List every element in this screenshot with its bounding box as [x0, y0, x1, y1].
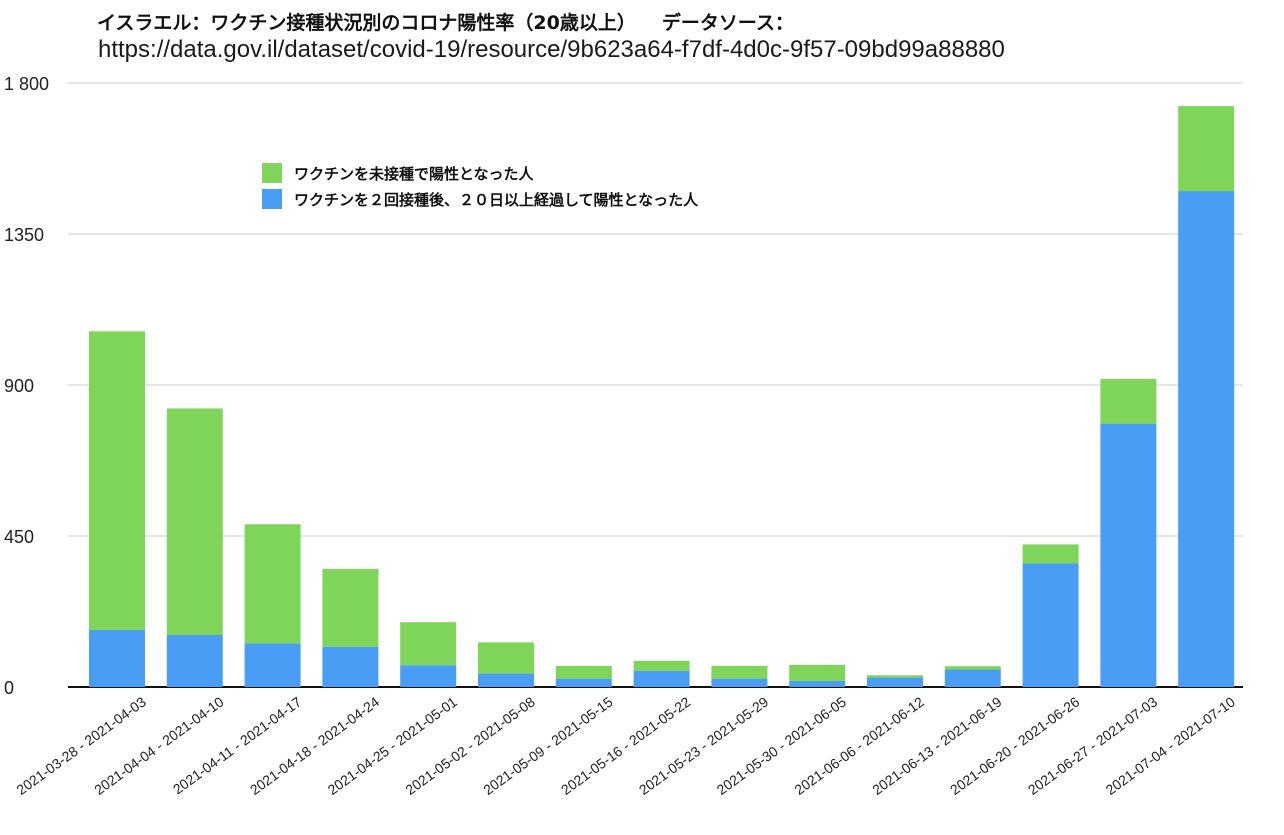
bar-vaccinated: [555, 678, 612, 687]
bar-unvaccinated: [1178, 106, 1235, 192]
bar-vaccinated: [89, 629, 145, 687]
bar-unvaccinated: [944, 666, 1001, 670]
x-tick-label: 2021-06-13 - 2021-06-19: [869, 693, 1005, 798]
source-url: https://data.gov.il/dataset/covid-19/res…: [98, 36, 1005, 63]
bar-vaccinated: [322, 646, 379, 687]
bar-vaccinated: [478, 673, 534, 687]
x-tick-label: 2021-04-11 - 2021-04-17: [170, 693, 305, 797]
legend-item-vaccinated: ワクチンを２回接種後、２０日以上経過して陽性となった人: [262, 186, 698, 212]
legend-label-vaccinated: ワクチンを２回接種後、２０日以上経過して陽性となった人: [294, 190, 699, 209]
bar-vaccinated: [867, 677, 923, 687]
legend-swatch-unvaccinated: [262, 163, 282, 183]
chart-title-text: イスラエル：ワクチン接種状況別のコロナ陽性率（20歳以上）: [97, 12, 636, 34]
x-tick-label: 2021-05-23 - 2021-05-29: [636, 693, 772, 798]
bar-unvaccinated: [400, 622, 457, 666]
y-tick-label: 1350: [4, 225, 44, 245]
legend-swatch-vaccinated: [262, 189, 282, 209]
bar-unvaccinated: [244, 524, 301, 644]
bar-vaccinated: [633, 670, 690, 687]
chart-title: イスラエル：ワクチン接種状況別のコロナ陽性率（20歳以上） データソース：: [97, 8, 794, 35]
bar-vaccinated: [1178, 191, 1235, 687]
x-tick-label: 2021-06-20 - 2021-06-26: [947, 693, 1083, 798]
x-tick-label: 2021-04-04 - 2021-04-10: [91, 693, 227, 798]
bar-vaccinated: [244, 643, 301, 687]
bar-vaccinated: [944, 669, 1001, 687]
x-tick-label: 2021-05-02 - 2021-05-08: [402, 693, 538, 798]
y-tick-label: 1 800: [4, 74, 49, 94]
x-tick-label: 2021-04-18 - 2021-04-24: [247, 693, 383, 798]
bar-vaccinated: [1100, 423, 1157, 687]
y-tick-label: 900: [4, 376, 34, 396]
bar-vaccinated: [400, 665, 457, 687]
legend-item-unvaccinated: ワクチンを未接種で陽性となった人: [262, 160, 698, 186]
y-axis-tick-labels: 0 450 900 1350 1 800: [4, 74, 49, 698]
bar-vaccinated: [1022, 563, 1079, 687]
x-tick-label: 2021-05-30 - 2021-06-05: [714, 693, 850, 798]
x-tick-label: 2021-06-27 - 2021-07-03: [1025, 693, 1161, 798]
x-tick-label: 2021-06-06 - 2021-06-12: [791, 693, 927, 798]
bar-unvaccinated: [478, 642, 534, 674]
x-tick-label: 2021-07-04 - 2021-07-10: [1103, 693, 1239, 798]
legend: ワクチンを未接種で陽性となった人 ワクチンを２回接種後、２０日以上経過して陽性と…: [262, 160, 698, 212]
bar-unvaccinated: [1022, 544, 1079, 564]
bar-layer: [89, 106, 1235, 687]
bar-unvaccinated: [867, 675, 923, 678]
bar-unvaccinated: [322, 568, 379, 647]
x-tick-label: 2021-03-28 - 2021-04-03: [13, 693, 149, 798]
bar-unvaccinated: [555, 665, 612, 679]
x-tick-label: 2021-04-25 - 2021-05-01: [325, 693, 461, 798]
y-tick-label: 0: [4, 678, 14, 698]
y-tick-label: 450: [4, 527, 34, 547]
legend-label-unvaccinated: ワクチンを未接種で陽性となった人: [294, 164, 534, 183]
bar-vaccinated: [166, 634, 223, 687]
bar-unvaccinated: [1100, 378, 1157, 424]
bar-vaccinated: [789, 680, 846, 687]
source-label: データソース：: [661, 12, 794, 34]
x-tick-label: 2021-05-16 - 2021-05-22: [558, 693, 694, 798]
bar-vaccinated: [711, 678, 768, 687]
bar-unvaccinated: [789, 664, 846, 681]
bar-unvaccinated: [633, 660, 690, 671]
x-tick-label: 2021-05-09 - 2021-05-15: [480, 693, 616, 798]
bar-unvaccinated: [166, 408, 223, 635]
bar-unvaccinated: [711, 665, 768, 679]
bar-unvaccinated: [89, 331, 145, 630]
